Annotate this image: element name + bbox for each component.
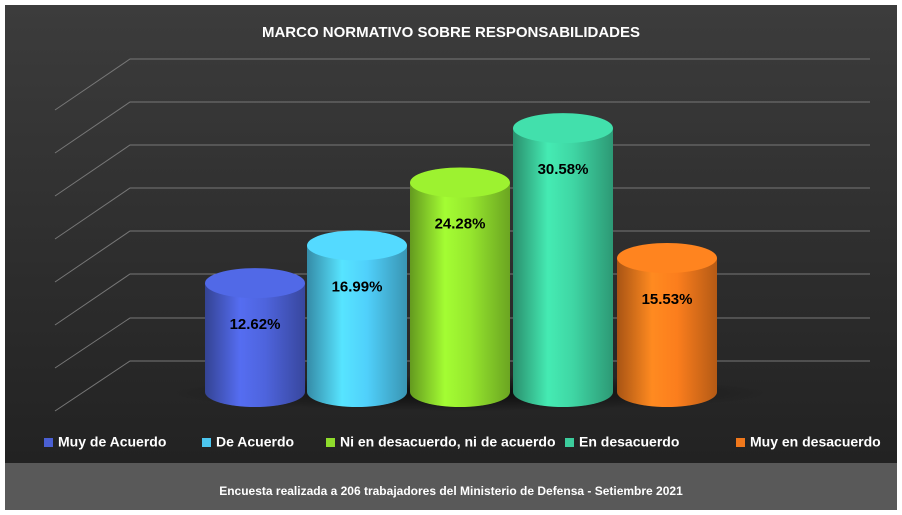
data-label: 15.53% [642, 291, 693, 308]
bar [617, 257, 717, 407]
bar-top [410, 167, 510, 198]
legend-swatch [202, 438, 211, 447]
bar-top [307, 230, 407, 261]
bar [513, 128, 613, 407]
chart-title: MARCO NORMATIVO SOBRE RESPONSABILIDADES [262, 24, 640, 41]
bar-top [513, 113, 613, 144]
data-label: 16.99% [332, 278, 383, 295]
data-label: 24.28% [435, 215, 486, 232]
grid-lines [54, 58, 870, 412]
legend-label: En desacuerdo [579, 434, 679, 450]
caption: Encuesta realizada a 206 trabajadores de… [219, 484, 683, 498]
bar-top [617, 242, 717, 273]
bar [307, 245, 407, 407]
caption-band [5, 463, 897, 510]
legend-swatch [326, 438, 335, 447]
legend-label: Ni en desacuerdo, ni de acuerdo [340, 434, 556, 450]
legend-label: De Acuerdo [216, 434, 294, 450]
bar [205, 283, 305, 407]
legend-label: Muy de Acuerdo [58, 434, 166, 450]
grid [54, 58, 870, 412]
bar-top [205, 268, 305, 299]
legend-swatch [44, 438, 53, 447]
data-label: 30.58% [538, 161, 589, 178]
bar [410, 182, 510, 407]
legend-label: Muy en desacuerdo [750, 434, 881, 450]
legend-swatch [565, 438, 574, 447]
data-label: 12.62% [230, 316, 281, 333]
legend-swatch [736, 438, 745, 447]
